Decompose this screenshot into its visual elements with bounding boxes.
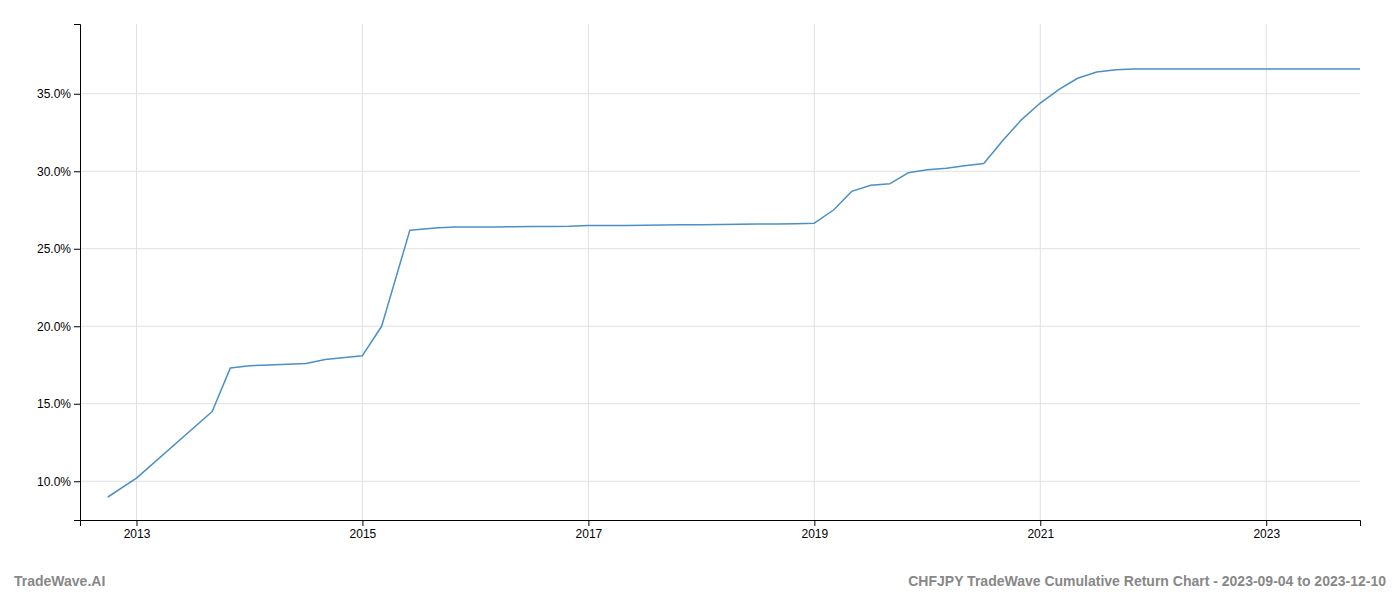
y-tick-mark bbox=[74, 326, 80, 327]
y-tick-mark bbox=[74, 249, 80, 250]
y-tick-mark bbox=[74, 171, 80, 172]
y-axis-line bbox=[74, 25, 81, 521]
y-tick-label: 15.0% bbox=[37, 397, 71, 411]
x-tick-label: 2017 bbox=[576, 527, 603, 541]
grid bbox=[80, 24, 1360, 520]
x-tick-mark bbox=[814, 520, 815, 526]
title: CHFJPY TradeWave Cumulative Return Chart… bbox=[908, 573, 1386, 589]
y-tick: 15.0% bbox=[37, 397, 80, 411]
x-tick-mark bbox=[362, 520, 363, 526]
x-tick: 2021 bbox=[1027, 520, 1054, 541]
x-tick: 2019 bbox=[801, 520, 828, 541]
x-tick: 2023 bbox=[1253, 520, 1280, 541]
x-grid-line bbox=[136, 24, 137, 520]
x-tick-label: 2015 bbox=[350, 527, 377, 541]
y-grid-line bbox=[80, 481, 1360, 482]
y-tick-label: 30.0% bbox=[37, 165, 71, 179]
x-tick-label: 2019 bbox=[801, 527, 828, 541]
x-tick: 2015 bbox=[350, 520, 377, 541]
x-tick-label: 2013 bbox=[124, 527, 151, 541]
chart: 2013 2015 2017 2019 2021 2023 10.0% 15.0% 20.0% 2… bbox=[0, 0, 1400, 600]
y-tick: 25.0% bbox=[37, 242, 80, 256]
y-grid-line bbox=[80, 93, 1360, 94]
x-tick-label: 2021 bbox=[1027, 527, 1054, 541]
line bbox=[108, 69, 1360, 497]
texts: TradeWave.AI CHFJPY TradeWave Cumulative … bbox=[14, 573, 1386, 589]
x-grid-line bbox=[814, 24, 815, 520]
y-tick: 35.0% bbox=[37, 87, 80, 101]
x-grid-line bbox=[362, 24, 363, 520]
x-axis: 2013 2015 2017 2019 2021 2023 bbox=[81, 520, 1361, 541]
y-tick-mark bbox=[74, 404, 80, 405]
y-tick-label: 25.0% bbox=[37, 242, 71, 256]
x-tick-mark bbox=[1266, 520, 1267, 526]
x-grid-line bbox=[588, 24, 589, 520]
plot-area bbox=[108, 69, 1360, 497]
y-tick-mark bbox=[74, 94, 80, 95]
x-tick-mark bbox=[588, 520, 589, 526]
x-tick-label: 2023 bbox=[1253, 527, 1280, 541]
x-tick: 2013 bbox=[124, 520, 151, 541]
y-tick-label: 20.0% bbox=[37, 320, 71, 334]
y-axis: 10.0% 15.0% 20.0% 25.0% 30.0% 35.0% bbox=[37, 25, 81, 521]
y-tick: 20.0% bbox=[37, 320, 80, 334]
x-grid-line bbox=[1040, 24, 1041, 520]
x-tick-mark bbox=[136, 520, 137, 526]
x-grid-line bbox=[1266, 24, 1267, 520]
y-grid-line bbox=[80, 326, 1360, 327]
watermark: TradeWave.AI bbox=[14, 573, 105, 589]
x-tick: 2017 bbox=[576, 520, 603, 541]
y-tick-label: 35.0% bbox=[37, 87, 71, 101]
y-grid-line bbox=[80, 171, 1360, 172]
y-tick: 10.0% bbox=[37, 475, 80, 489]
y-grid-line bbox=[80, 403, 1360, 404]
y-grid-line bbox=[80, 248, 1360, 249]
x-tick-mark bbox=[1040, 520, 1041, 526]
y-tick-mark bbox=[74, 481, 80, 482]
y-tick-label: 10.0% bbox=[37, 475, 71, 489]
y-tick: 30.0% bbox=[37, 165, 80, 179]
x-axis-line bbox=[81, 521, 1361, 527]
